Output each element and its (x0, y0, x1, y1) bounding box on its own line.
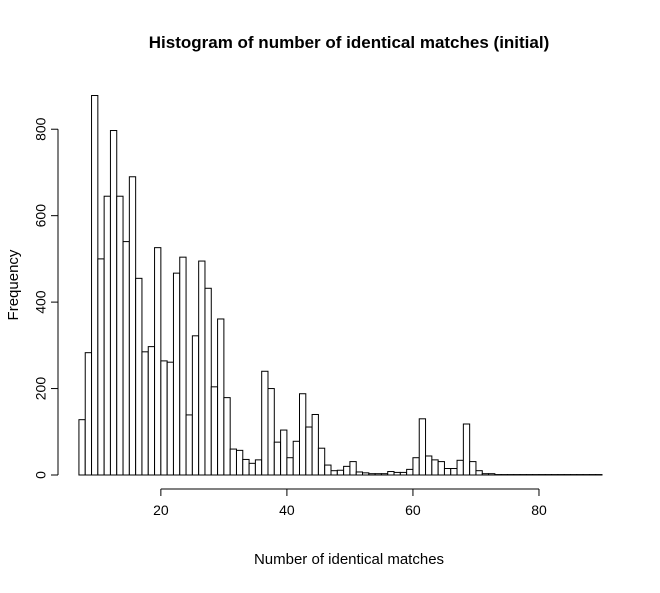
histogram-bar (281, 430, 287, 475)
histogram-bar (123, 242, 129, 475)
y-tick-label: 800 (33, 117, 49, 141)
x-axis: 20 40 60 80 (153, 489, 547, 518)
histogram-bar (173, 273, 179, 475)
histogram-bar (400, 472, 406, 475)
histogram-bar (369, 474, 375, 475)
x-tick-label: 40 (279, 502, 295, 518)
x-axis-label: Number of identical matches (254, 551, 444, 568)
histogram-bar (167, 362, 173, 475)
histogram-bar (92, 96, 98, 475)
histogram-bar (129, 177, 135, 475)
histogram-bar (161, 361, 167, 475)
x-tick-label: 80 (531, 502, 547, 518)
y-tick-label: 200 (33, 377, 49, 401)
histogram-bar (451, 469, 457, 475)
histogram-bar (98, 259, 104, 475)
histogram-bar (432, 460, 438, 475)
histogram-bar (438, 462, 444, 475)
histogram-bar (388, 472, 394, 475)
histogram-bar (249, 463, 255, 475)
histogram-bar (337, 470, 343, 475)
histogram-bar (243, 459, 249, 475)
histogram-bar (230, 449, 236, 475)
chart-title: Histogram of number of identical matches… (149, 33, 550, 52)
histogram-bar (218, 319, 224, 475)
histogram-bar (287, 458, 293, 475)
histogram-bar (394, 472, 400, 475)
y-tick-label: 400 (33, 290, 49, 314)
histogram-bar (180, 257, 186, 475)
histogram-bar (300, 394, 306, 475)
histogram-bar (224, 398, 230, 475)
histogram-bar (205, 288, 211, 475)
histogram-bar (211, 387, 217, 475)
histogram-bar (482, 474, 488, 475)
histogram-bar (117, 196, 123, 475)
bars-layer (79, 96, 602, 475)
histogram-bar (407, 469, 413, 475)
histogram-bar (142, 352, 148, 475)
histogram-bar (148, 347, 154, 475)
histogram-bar (110, 131, 116, 475)
histogram-bar (470, 462, 476, 475)
histogram-bar (186, 415, 192, 475)
histogram-bar (136, 278, 142, 475)
x-tick-label: 20 (153, 502, 169, 518)
histogram-bar (274, 442, 280, 475)
histogram-bar (199, 261, 205, 475)
histogram-bar (489, 474, 495, 475)
histogram-bar (381, 474, 387, 475)
histogram-bar (476, 471, 482, 475)
histogram-bar (306, 427, 312, 475)
y-axis-label: Frequency (5, 249, 22, 320)
histogram-bar (192, 336, 198, 475)
histogram-bar (463, 424, 469, 475)
histogram-bar (426, 456, 432, 475)
histogram-bar (350, 462, 356, 475)
histogram-bar (79, 420, 85, 475)
histogram-bar (268, 389, 274, 475)
y-tick-label: 0 (33, 471, 49, 479)
histogram-bar (155, 248, 161, 475)
histogram-bar (344, 466, 350, 475)
histogram-bar (363, 473, 369, 475)
histogram-bar (293, 441, 299, 475)
histogram-bar (444, 469, 450, 475)
histogram-bar (312, 414, 318, 475)
histogram-bar (413, 458, 419, 475)
histogram-bar (255, 460, 261, 475)
histogram-bar (331, 471, 337, 475)
histogram-bar (457, 460, 463, 475)
histogram-bar (325, 465, 331, 475)
histogram-bar (236, 450, 242, 475)
histogram-bar (85, 353, 91, 475)
histogram-bar (375, 474, 381, 475)
y-axis: 0 200 400 600 800 (33, 117, 58, 479)
histogram-bar (356, 472, 362, 475)
histogram-bar (419, 419, 425, 475)
histogram-bar (104, 196, 110, 475)
histogram-bar (262, 371, 268, 475)
histogram-bar (318, 448, 324, 475)
x-tick-label: 60 (405, 502, 421, 518)
y-tick-label: 600 (33, 204, 49, 228)
